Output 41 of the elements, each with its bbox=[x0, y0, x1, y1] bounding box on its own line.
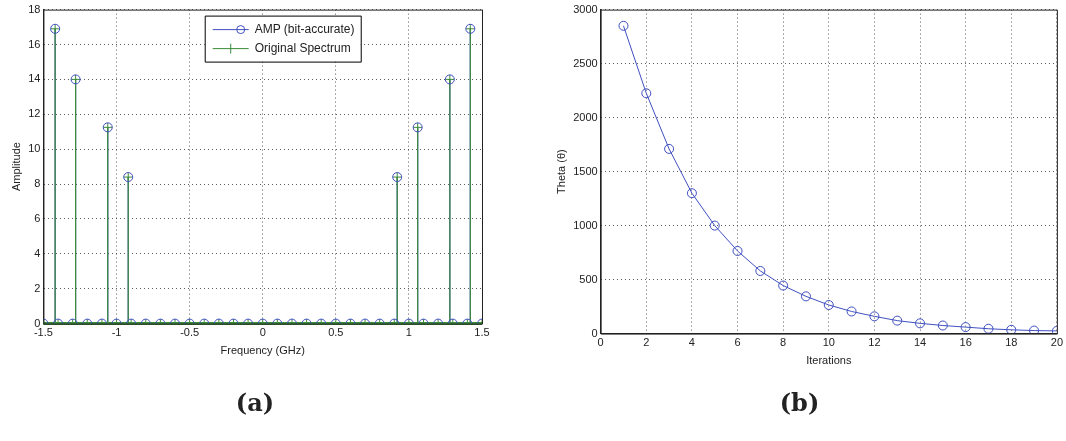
legend-label: AMP (bit-accurate) bbox=[254, 21, 355, 36]
x-tick-label: 6 bbox=[734, 336, 741, 349]
x-axis-title: Iterations bbox=[806, 354, 852, 367]
y-tick-label: 0 bbox=[34, 316, 41, 329]
y-tick-label: 2500 bbox=[573, 56, 598, 69]
y-axis-title: Amplitude bbox=[9, 142, 22, 192]
x-tick-label: 18 bbox=[1005, 336, 1018, 349]
y-tick-label: 16 bbox=[28, 37, 41, 50]
y-tick-label: 8 bbox=[34, 177, 41, 190]
text: (b) bbox=[778, 388, 821, 417]
y-tick-label: 14 bbox=[28, 72, 41, 85]
legend-label: Original Spectrum bbox=[254, 40, 351, 55]
x-tick-label: -0.5 bbox=[180, 326, 200, 339]
x-tick-label: 12 bbox=[868, 336, 881, 349]
x-tick-label: 14 bbox=[913, 336, 927, 349]
x-tick-label: 16 bbox=[959, 336, 972, 349]
x-tick-label: -1 bbox=[111, 326, 122, 339]
y-tick-label: 4 bbox=[34, 246, 41, 259]
x-tick-label: 2 bbox=[643, 336, 650, 349]
x-axis-title: Frequency (GHz) bbox=[220, 344, 305, 357]
x-tick-label: -1.5 bbox=[33, 326, 53, 339]
y-tick-label: 500 bbox=[579, 272, 598, 285]
x-tick-label: 4 bbox=[688, 336, 695, 349]
x-tick-label: 1.5 bbox=[474, 326, 490, 339]
y-tick-label: 1500 bbox=[573, 164, 598, 177]
x-tick-label: 20 bbox=[1050, 336, 1064, 349]
y-tick-label: 18 bbox=[28, 2, 41, 15]
x-tick-label: 0.5 bbox=[328, 326, 344, 339]
y-axis-title: Theta (θ) bbox=[554, 149, 567, 194]
y-tick-label: 10 bbox=[28, 142, 41, 155]
x-tick-label: 10 bbox=[822, 336, 835, 349]
y-tick-label: 12 bbox=[28, 107, 41, 120]
x-tick-label: 0 bbox=[259, 326, 266, 339]
x-tick-label: 8 bbox=[780, 336, 787, 349]
text: (a) bbox=[234, 388, 276, 417]
y-tick-label: 2000 bbox=[573, 110, 598, 123]
y-tick-label: 2 bbox=[34, 281, 41, 294]
y-tick-label: 1000 bbox=[573, 218, 598, 231]
y-tick-label: 6 bbox=[34, 211, 41, 224]
y-tick-label: 3000 bbox=[573, 2, 598, 15]
x-tick-label: 1 bbox=[405, 326, 412, 339]
